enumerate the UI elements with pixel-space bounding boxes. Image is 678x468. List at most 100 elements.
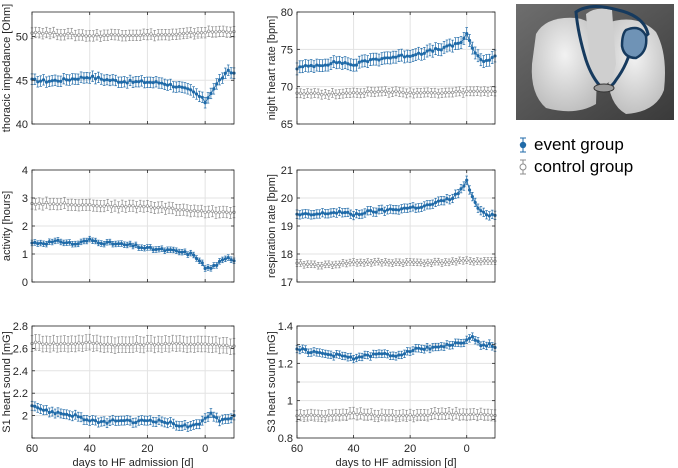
data-point <box>309 92 313 96</box>
data-point <box>148 80 152 84</box>
data-point <box>343 61 347 65</box>
data-point <box>318 212 322 216</box>
data-point <box>105 240 109 244</box>
data-point <box>330 413 334 418</box>
data-point <box>116 343 121 347</box>
data-point <box>181 208 186 212</box>
data-point <box>346 355 350 359</box>
data-point <box>445 44 449 48</box>
data-point <box>467 188 472 192</box>
data-point <box>160 419 164 424</box>
data-point <box>122 80 126 84</box>
data-point <box>318 63 322 68</box>
data-point <box>192 209 196 213</box>
data-point <box>433 91 437 95</box>
event-series <box>295 175 497 221</box>
data-point <box>59 240 63 244</box>
y-tick-label: 4 <box>22 165 28 177</box>
data-point <box>315 63 319 67</box>
data-point <box>461 412 465 416</box>
data-point <box>335 61 339 65</box>
data-point <box>453 42 457 46</box>
data-point <box>482 413 486 417</box>
data-point <box>373 260 377 264</box>
data-point <box>70 203 74 207</box>
data-point <box>197 422 201 426</box>
data-point <box>109 342 113 347</box>
data-point <box>137 246 141 250</box>
data-point <box>337 209 342 214</box>
data-point <box>301 212 305 216</box>
data-point <box>354 356 358 360</box>
data-point <box>177 85 181 89</box>
data-point <box>431 202 435 206</box>
data-point <box>207 210 211 214</box>
data-point <box>66 203 70 207</box>
data-point <box>355 261 359 265</box>
data-point <box>73 413 77 417</box>
data-point <box>151 81 155 85</box>
data-point <box>186 425 190 429</box>
data-point <box>383 351 387 356</box>
data-point <box>84 203 88 207</box>
data-point <box>50 410 54 414</box>
data-point <box>374 210 378 214</box>
data-point <box>489 259 494 263</box>
data-point <box>178 32 182 36</box>
data-point <box>447 411 451 415</box>
data-point <box>415 260 419 264</box>
data-point <box>341 261 345 265</box>
data-point <box>70 342 74 346</box>
data-point <box>465 413 469 417</box>
data-point <box>453 192 457 196</box>
anatomy-thumbnail <box>516 4 674 120</box>
data-point <box>122 243 126 247</box>
data-point <box>394 414 398 418</box>
data-point <box>473 200 477 205</box>
data-point <box>306 351 310 355</box>
data-point <box>486 259 490 263</box>
data-point <box>323 352 327 356</box>
data-point <box>181 31 186 36</box>
data-point <box>114 419 118 423</box>
data-point <box>411 205 415 209</box>
data-point <box>106 33 110 37</box>
data-point <box>458 413 462 417</box>
data-point <box>366 260 370 264</box>
data-point <box>362 261 366 265</box>
data-point <box>425 49 429 53</box>
data-point <box>312 212 316 217</box>
data-point <box>62 341 67 346</box>
data-point <box>419 205 424 210</box>
data-point <box>476 339 480 343</box>
data-point <box>171 248 175 252</box>
data-point <box>153 206 157 210</box>
data-point <box>426 413 430 418</box>
x-axis-label: days to HF admission [d] <box>335 457 456 468</box>
data-point <box>412 260 416 264</box>
data-point <box>343 210 347 215</box>
data-point <box>465 31 469 36</box>
data-point <box>454 260 458 264</box>
data-point <box>476 54 480 58</box>
y-axis-label: respiration rate [bpm] <box>266 174 278 278</box>
data-point <box>408 260 412 264</box>
data-point <box>343 354 347 358</box>
data-point <box>225 30 229 34</box>
data-point <box>206 415 210 419</box>
data-point <box>73 242 77 246</box>
data-point <box>82 418 86 422</box>
data-point <box>171 85 175 89</box>
data-point <box>388 354 392 358</box>
y-tick-label: 1.4 <box>278 321 293 333</box>
data-point <box>199 342 204 346</box>
data-point <box>194 256 199 261</box>
data-point <box>109 205 113 209</box>
y-tick-label: 2.4 <box>13 366 28 378</box>
data-point <box>309 262 313 266</box>
data-point <box>487 341 491 346</box>
y-axis-label: S1 heart sound [mG] <box>1 331 13 433</box>
data-point <box>414 346 418 350</box>
data-point <box>124 343 128 347</box>
